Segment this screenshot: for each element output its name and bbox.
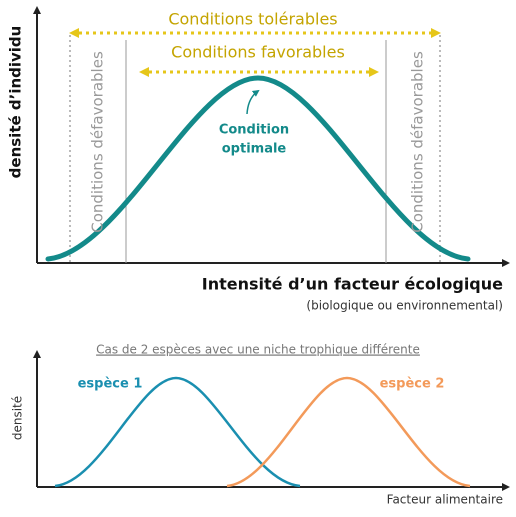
species-1-curve [54, 376, 301, 488]
optimal-label: optimale [222, 142, 287, 157]
unfavorable-label: Conditions défavorables [409, 51, 427, 233]
bottom-title: Cas de 2 espèces avec une niche trophiqu… [96, 343, 420, 357]
y-axis-label: densité d’individu [7, 26, 25, 179]
optimal-label: Condition [219, 123, 289, 138]
x-axis-label: Facteur alimentaire [387, 493, 503, 507]
x-axis-label: Intensité d’un facteur écologique [202, 275, 503, 294]
x-axis-sublabel: (biologique ou environnemental) [306, 299, 503, 313]
favorable-label: Conditions favorables [171, 43, 345, 62]
tolerance-curve [45, 75, 471, 262]
optimum-arrow [246, 89, 260, 115]
y-axis-label: densité [11, 396, 25, 440]
species-2-curve [226, 376, 471, 488]
species-1-label: espèce 1 [78, 377, 143, 392]
tolerable-label: Conditions tolérables [168, 10, 337, 29]
unfavorable-label: Conditions défavorables [89, 51, 107, 233]
species-2-label: espèce 2 [380, 377, 445, 392]
